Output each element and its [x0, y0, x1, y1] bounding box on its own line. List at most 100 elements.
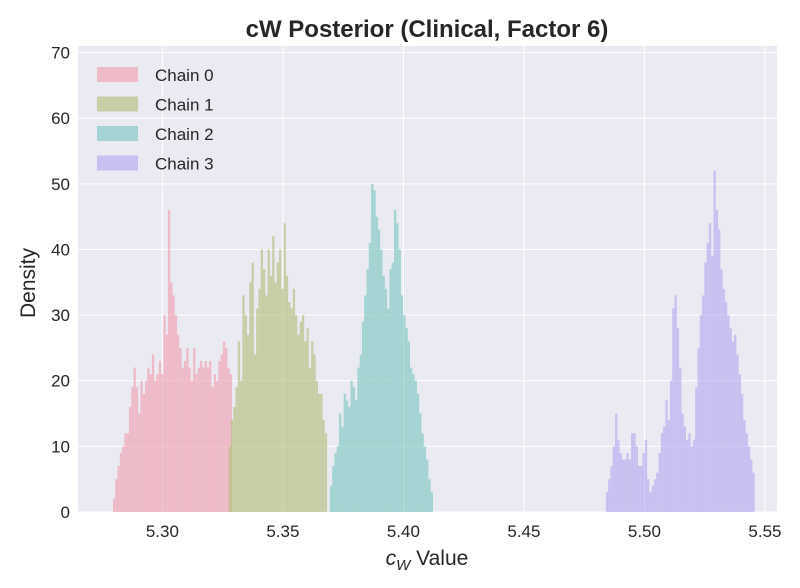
histogram-bar — [421, 433, 424, 512]
histogram-bar — [124, 433, 127, 512]
histogram-bar — [170, 282, 173, 512]
series-chain-3 — [605, 170, 755, 512]
histogram-bar — [222, 341, 226, 512]
histogram-bar — [172, 295, 175, 512]
histogram-bar — [382, 275, 385, 512]
histogram-bar — [373, 190, 376, 513]
histogram-bar — [624, 459, 627, 512]
histogram-bar — [174, 315, 178, 512]
histogram-bar — [727, 315, 730, 512]
histogram-bar — [140, 380, 143, 512]
histogram-bar — [688, 433, 691, 512]
histogram-bar — [364, 295, 367, 512]
x-tick-label: 5.40 — [387, 522, 420, 541]
x-tick-label: 5.50 — [628, 522, 661, 541]
histogram-bar — [336, 446, 340, 512]
histogram-bar — [663, 426, 666, 512]
histogram-bar — [190, 380, 194, 512]
histogram-bar — [387, 308, 390, 512]
histogram-bar — [428, 479, 431, 512]
histogram-bar — [612, 446, 616, 512]
histogram-bar — [211, 387, 214, 512]
histogram-bar — [355, 400, 358, 512]
histogram-bar — [617, 439, 620, 512]
histogram-bar — [722, 288, 725, 512]
histogram-bar — [734, 334, 737, 512]
histogram-bar — [288, 301, 291, 512]
y-tick-label: 0 — [61, 503, 70, 522]
y-tick-label: 50 — [51, 175, 70, 194]
series-chain-0 — [112, 210, 233, 512]
histogram-bar — [186, 347, 189, 512]
histogram-bar — [249, 282, 252, 512]
histogram-bar — [410, 367, 413, 512]
histogram-bar — [341, 426, 344, 512]
histogram-bar — [206, 367, 210, 512]
histogram-bar — [720, 269, 723, 512]
histogram-bar — [608, 479, 611, 512]
histogram-bar — [672, 308, 675, 512]
histogram-bar — [747, 446, 751, 512]
histogram-bar — [743, 420, 746, 512]
histogram-bar — [738, 374, 741, 512]
histogram-bar — [209, 361, 212, 512]
histogram-bar — [158, 361, 162, 512]
histogram-bar — [695, 387, 698, 512]
histogram-bar — [384, 288, 388, 512]
legend-item: Chain 2 — [97, 125, 214, 144]
histogram-bar — [161, 374, 164, 512]
legend-item: Chain 3 — [97, 155, 214, 174]
histogram-bar — [348, 406, 351, 512]
histogram-bar — [126, 433, 129, 512]
histogram-bar — [256, 308, 259, 512]
histogram-bar — [345, 400, 349, 512]
histogram-bar — [119, 452, 123, 512]
histogram-bar — [215, 380, 219, 512]
histogram-bar — [183, 361, 187, 512]
histogram-bar — [699, 315, 703, 512]
series-chain-2 — [329, 183, 433, 513]
y-tick-label: 20 — [51, 372, 70, 391]
histogram-bar — [276, 262, 280, 512]
histogram-bar — [653, 479, 657, 512]
histogram-bar — [299, 321, 302, 512]
histogram-bar — [313, 354, 316, 512]
histogram-bar — [745, 433, 748, 512]
histogram-bar — [633, 433, 636, 512]
histogram-bar — [177, 334, 180, 512]
histogram-bar — [181, 367, 184, 512]
histogram-bar — [366, 269, 369, 512]
legend-swatch — [97, 96, 138, 112]
histogram-bar — [704, 262, 707, 512]
histogram-bar — [311, 341, 314, 512]
histogram-bar — [706, 242, 709, 512]
histogram-bar — [228, 446, 231, 512]
histogram-bar — [227, 367, 230, 512]
histogram-bar — [193, 347, 196, 512]
legend-item: Chain 1 — [97, 96, 214, 115]
histogram-bar — [188, 367, 191, 512]
histogram-bar — [414, 380, 417, 512]
histogram-bar — [642, 452, 645, 512]
y-tick-label: 60 — [51, 109, 70, 128]
histogram-bar — [423, 446, 427, 512]
histogram-bar — [199, 361, 203, 512]
histogram-bar — [154, 380, 157, 512]
histogram-bar — [350, 380, 353, 512]
histogram-bar — [274, 282, 277, 512]
histogram-bar — [400, 295, 404, 512]
histogram-bar — [267, 249, 270, 512]
x-axis-label-variable: c — [386, 547, 397, 570]
histogram-bar — [380, 249, 383, 512]
histogram-bar — [692, 439, 696, 512]
histogram-bar — [736, 354, 739, 512]
histogram-bar — [626, 452, 629, 512]
histogram-bar — [676, 328, 680, 512]
histogram-bar — [334, 452, 337, 512]
histogram-bar — [147, 367, 150, 512]
histogram-bar — [149, 374, 152, 512]
y-axis-label: Density — [17, 247, 40, 318]
y-axis-ticks: 0 10 20 30 40 50 60 70 — [51, 44, 70, 522]
histogram-bar — [391, 262, 394, 512]
histogram-bar — [361, 321, 365, 512]
